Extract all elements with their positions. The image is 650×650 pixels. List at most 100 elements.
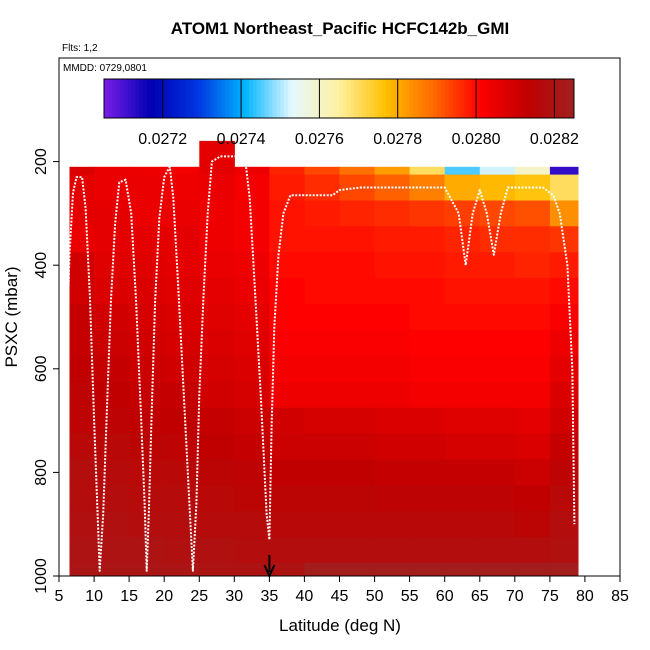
heatmap-cell <box>514 278 551 305</box>
heatmap-cell <box>514 304 551 331</box>
marker-arrow-head <box>263 564 276 579</box>
colorbar-segment <box>562 79 567 118</box>
heatmap-cell <box>514 381 551 409</box>
heatmap-cell <box>199 563 235 577</box>
heatmap-cell <box>94 563 130 577</box>
heatmap-cell <box>164 459 200 486</box>
heatmap-cell <box>444 329 481 357</box>
heatmap-cell <box>304 407 340 435</box>
heatmap-cell <box>339 278 376 305</box>
heatmap-cell <box>304 200 340 227</box>
heatmap-cell <box>94 459 130 486</box>
heatmap-cell <box>234 166 270 176</box>
heatmap-cell <box>164 304 200 331</box>
heatmap-cell <box>374 459 411 486</box>
colorbar-segment <box>378 79 383 118</box>
colorbar-segment <box>115 79 121 118</box>
heatmap-cell <box>444 537 481 564</box>
colorbar-segment <box>229 79 234 118</box>
colorbar-segment <box>111 79 117 118</box>
heatmap-cell <box>514 252 551 279</box>
heatmap-cell <box>409 304 446 331</box>
heatmap-cell <box>129 433 165 460</box>
heatmap-cell <box>479 278 516 305</box>
colorbar-segment <box>405 79 410 118</box>
y-tick-label: 1000 <box>33 558 50 594</box>
heatmap-cell <box>69 459 95 486</box>
heatmap-cell <box>374 200 411 227</box>
heatmap-cell <box>479 459 516 486</box>
colorbar-segment <box>538 79 544 118</box>
colorbar-segment <box>354 79 359 118</box>
colorbar-segment <box>425 79 430 118</box>
heatmap-cell <box>374 537 411 564</box>
x-tick-label: 65 <box>471 588 489 605</box>
heatmap-cell <box>129 166 165 176</box>
colorbar-segment <box>401 79 406 118</box>
colorbar <box>103 78 575 119</box>
heatmap-cell <box>129 459 165 486</box>
heatmap-cell <box>164 252 200 279</box>
heatmap-cell <box>304 563 340 577</box>
colorbar-segment <box>389 79 395 118</box>
colorbar-segment <box>554 79 559 118</box>
heatmap-cell <box>69 537 95 564</box>
colorbar-segment <box>315 79 320 118</box>
x-tick-label: 40 <box>296 588 314 605</box>
colorbar-segment <box>546 79 551 118</box>
heatmap-cell <box>444 200 481 227</box>
heatmap-cell <box>409 252 446 279</box>
heatmap-cell <box>479 563 516 577</box>
heatmap-cell <box>199 329 235 357</box>
colorbar-segment <box>440 79 446 118</box>
heatmap-cell <box>549 511 579 538</box>
heatmap-cell <box>304 174 340 201</box>
heatmap-cell <box>164 563 200 577</box>
x-axis-label: Latitude (deg N) <box>279 616 401 635</box>
heatmap-cell <box>94 433 130 460</box>
heatmap-cell <box>234 407 270 435</box>
heatmap-cell <box>374 381 411 409</box>
colorbar-segment <box>433 79 438 118</box>
heatmap-cell <box>269 381 305 409</box>
heatmap-cell <box>409 329 446 357</box>
heatmap-cell <box>514 200 551 227</box>
colorbar-segment <box>393 79 399 118</box>
colorbar-segment <box>119 79 124 118</box>
heatmap-cell <box>374 355 411 383</box>
heatmap-cell <box>409 563 446 577</box>
heatmap-cell <box>269 200 305 227</box>
colorbar-segment <box>339 79 344 118</box>
heatmap-cell <box>269 563 305 577</box>
heatmap-cell <box>94 166 130 176</box>
colorbar-segment <box>499 79 504 118</box>
y-axis: 200 400 600 800 1000 <box>33 148 59 594</box>
colorbar-segment <box>225 79 230 118</box>
heatmap-cell <box>94 355 130 383</box>
heatmap-cell <box>269 485 305 512</box>
heatmap-cell <box>234 433 270 460</box>
heatmap-cell <box>269 226 305 253</box>
heatmap-cell <box>234 563 270 577</box>
colorbar-segment <box>248 79 254 118</box>
heatmap-cell <box>444 278 481 305</box>
colorbar-segment <box>409 79 414 118</box>
x-tick-label: 25 <box>190 588 208 605</box>
colorbar-segment <box>464 79 469 118</box>
heatmap-cell <box>479 174 516 201</box>
x-tick-label: 20 <box>155 588 173 605</box>
heatmap-cell <box>164 200 200 227</box>
heatmap-cell <box>269 407 305 435</box>
heatmap-cell <box>339 485 376 512</box>
heatmap-cell <box>94 407 130 435</box>
heatmap-cell <box>94 511 130 538</box>
colorbar-segment <box>487 79 493 118</box>
y-tick-label: 800 <box>33 459 50 486</box>
flight-track-line <box>60 155 576 577</box>
heatmap-cell <box>479 537 516 564</box>
heatmap-cell <box>199 511 235 538</box>
heatmap-cell <box>409 407 446 435</box>
colorbar-segment <box>154 79 160 118</box>
colorbar-segment <box>483 79 489 118</box>
colorbar-ticks: 0.0272 0.0274 0.0276 0.0278 0.0280 0.0282 <box>138 79 579 148</box>
